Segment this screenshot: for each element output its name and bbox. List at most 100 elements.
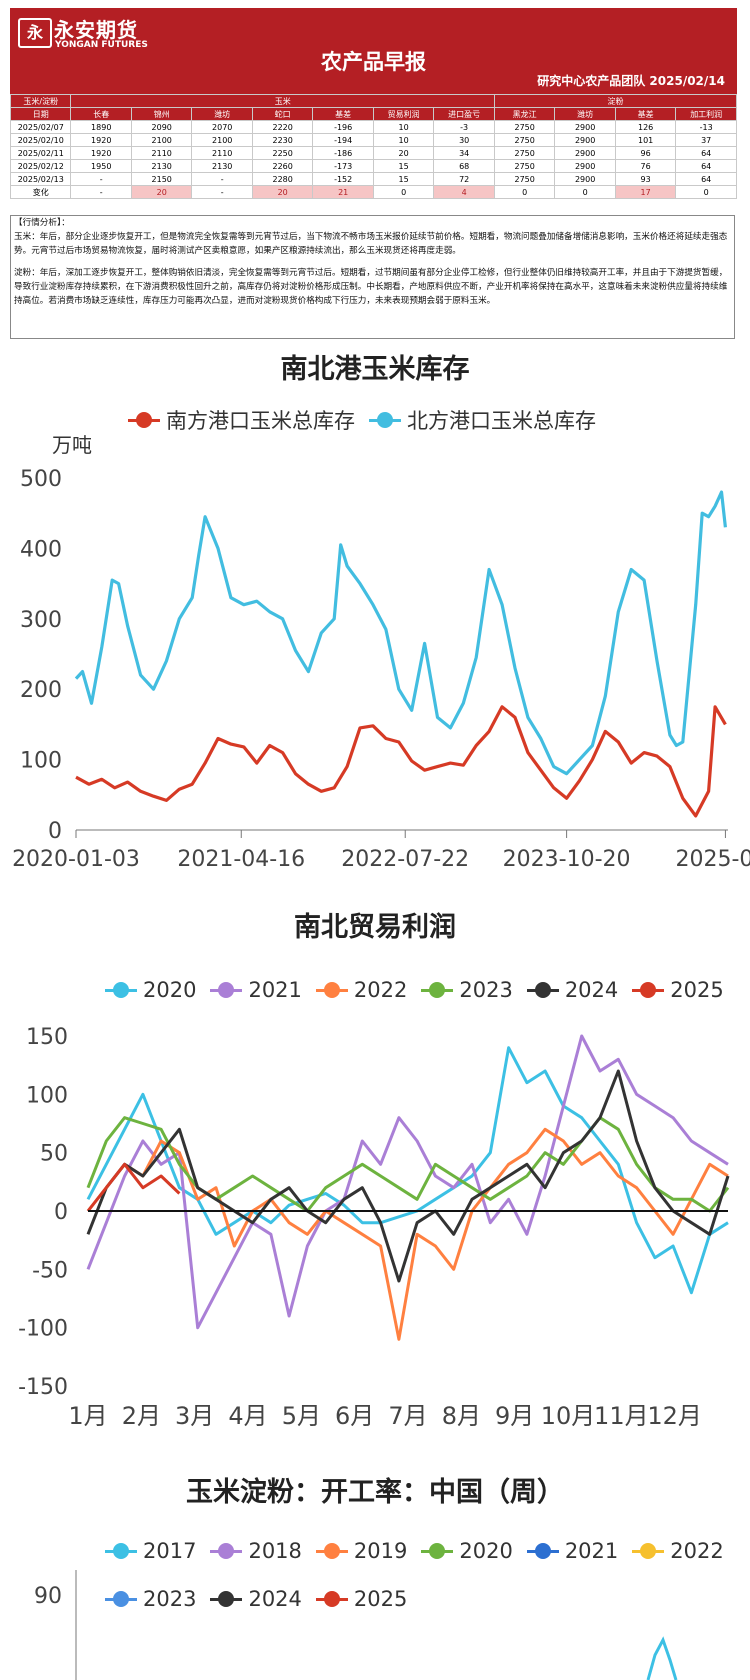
- table-cell: 30: [433, 133, 495, 147]
- legend-item[interactable]: 2023: [105, 1575, 196, 1623]
- y-tick-label: 90: [34, 1584, 62, 1609]
- y-tick-label: 300: [20, 608, 62, 633]
- market-analysis-box: 【行情分析】： 玉米：年后，部分企业逐步恢复开工，但是物流完全恢复需等到元宵节过…: [10, 215, 735, 339]
- series-line-north-port: [74, 490, 727, 776]
- change-cell: -: [70, 185, 132, 199]
- legend-item[interactable]: 2024: [210, 1575, 302, 1623]
- column-header: 潍坊: [191, 107, 253, 121]
- y-tick-label: 0: [54, 1200, 68, 1225]
- x-tick-label: 1月: [68, 1402, 107, 1430]
- column-header: 加工利润: [675, 107, 737, 121]
- legend-item[interactable]: 2023: [421, 966, 513, 1014]
- y-tick-label: -100: [18, 1317, 68, 1342]
- x-tick-label: 5月: [282, 1402, 321, 1430]
- legend-marker-icon: [632, 982, 665, 998]
- report-header: 永 永安期货 YONGAN FUTURES 农产品早报 研究中心农产品团队 20…: [10, 8, 737, 94]
- x-tick-label: 2月: [122, 1402, 161, 1430]
- group-header-starch: 淀粉: [493, 94, 738, 108]
- legend-item[interactable]: 2020: [421, 1527, 513, 1575]
- x-tick-label: 2021-04-16: [177, 847, 305, 870]
- legend-item[interactable]: 2025: [632, 966, 724, 1014]
- y-tick-label: -150: [18, 1375, 68, 1400]
- table-cell: 2100: [130, 133, 193, 147]
- legend-marker-icon: [632, 1543, 665, 1559]
- legend-marker-icon: [210, 1543, 243, 1559]
- table-cell: 2900: [554, 172, 616, 186]
- x-tick-label: 9月: [495, 1402, 534, 1430]
- x-tick-label: 7月: [388, 1402, 427, 1430]
- legend-label: 北方港口玉米总库存: [407, 409, 596, 433]
- legend-marker-icon: [421, 982, 454, 998]
- price-table-container: 玉米/淀粉 玉米 淀粉 日期 长春 锦州 潍坊 蛇口 基差 贸易利润 进口盈亏 …: [9, 94, 738, 199]
- x-tick-label: 12月: [647, 1402, 702, 1430]
- legend-item[interactable]: 2019: [315, 1527, 408, 1575]
- legend-label: 2024: [564, 978, 619, 1002]
- table-group-row: 玉米/淀粉 玉米 淀粉: [9, 94, 738, 108]
- series-line-2021: [86, 1034, 729, 1330]
- x-tick-label: 6月: [335, 1402, 374, 1430]
- legend-marker-icon: [105, 1543, 137, 1559]
- change-cell: 20: [130, 185, 193, 199]
- legend-label: 2020: [459, 1539, 513, 1563]
- report-title: 农产品早报: [321, 50, 426, 74]
- logo-chinese-name: 永安期货: [54, 18, 138, 42]
- table-cell: 2230: [251, 133, 314, 147]
- column-header: 进口盈亏: [433, 107, 495, 121]
- table-cell: 2260: [251, 159, 314, 173]
- table-cell: 1950: [70, 159, 132, 173]
- table-cell: -194: [312, 133, 374, 147]
- table-cell: 15: [372, 172, 435, 186]
- table-cell: 15: [372, 159, 435, 173]
- table-cell: 2900: [554, 159, 616, 173]
- column-header: 基差: [614, 107, 677, 121]
- legend-item[interactable]: 2025: [315, 1575, 407, 1623]
- table-cell: 2280: [251, 172, 314, 186]
- legend-item[interactable]: 2022: [632, 1527, 724, 1575]
- table-cell: 1920: [70, 146, 132, 160]
- y-tick-label: 200: [20, 678, 62, 703]
- y-unit-label: 万吨: [52, 433, 92, 457]
- table-cell: 2070: [191, 120, 253, 134]
- change-cell: 0: [554, 185, 616, 199]
- table-cell: 2750: [493, 120, 556, 134]
- legend-item[interactable]: 2022: [315, 966, 408, 1014]
- legend-label: 2021: [564, 1539, 619, 1563]
- legend-marker-icon: [421, 1543, 454, 1559]
- table-cell: 2025/02/10: [9, 133, 72, 147]
- legend-item[interactable]: 2018: [210, 1527, 302, 1575]
- column-header: 日期: [9, 107, 72, 121]
- chart2-title: 南北贸易利润: [294, 912, 456, 943]
- legend-item[interactable]: 2024: [526, 966, 619, 1014]
- y-tick-label: 150: [26, 1025, 68, 1050]
- table-cell: 1890: [70, 120, 132, 134]
- table-cell: 34: [433, 146, 495, 160]
- column-header: 锦州: [130, 107, 193, 121]
- table-cell: 2750: [493, 159, 556, 173]
- x-tick-label: 2023-10-20: [503, 847, 631, 870]
- legend-label: 2021: [248, 978, 302, 1002]
- legend-label: 2022: [670, 1539, 724, 1563]
- legend-item[interactable]: 北方港口玉米总库存: [369, 405, 596, 435]
- table-cell: 1920: [70, 133, 132, 147]
- legend-marker-icon: [526, 1543, 559, 1559]
- table-cell: 2150: [130, 172, 193, 186]
- legend-label: 2023: [459, 978, 513, 1002]
- table-cell: 20: [372, 146, 435, 160]
- legend-item[interactable]: 2020: [105, 966, 196, 1014]
- legend-marker-icon: [105, 982, 137, 998]
- x-tick-label: 3月: [175, 1402, 214, 1430]
- table-cell: 37: [675, 133, 737, 147]
- chart3-title: 玉米淀粉：开工率：中国（周）: [186, 1477, 564, 1508]
- legend-marker-icon: [128, 412, 160, 428]
- chart3-starch-operating-rate-chart: 10090: [34, 1570, 678, 1680]
- y-tick-label: 500: [20, 467, 62, 492]
- legend-item[interactable]: 2021: [526, 1527, 619, 1575]
- legend-item[interactable]: 2021: [210, 966, 302, 1014]
- chart1-legend: 南方港口玉米总库存 北方港口玉米总库存: [128, 405, 610, 435]
- legend-label: 2019: [353, 1539, 408, 1563]
- legend-item[interactable]: 南方港口玉米总库存: [128, 405, 355, 435]
- table-cell: 2025/02/07: [9, 120, 72, 134]
- legend-label: 2022: [353, 978, 408, 1002]
- legend-item[interactable]: 2017: [105, 1527, 196, 1575]
- table-cell: 2100: [191, 133, 253, 147]
